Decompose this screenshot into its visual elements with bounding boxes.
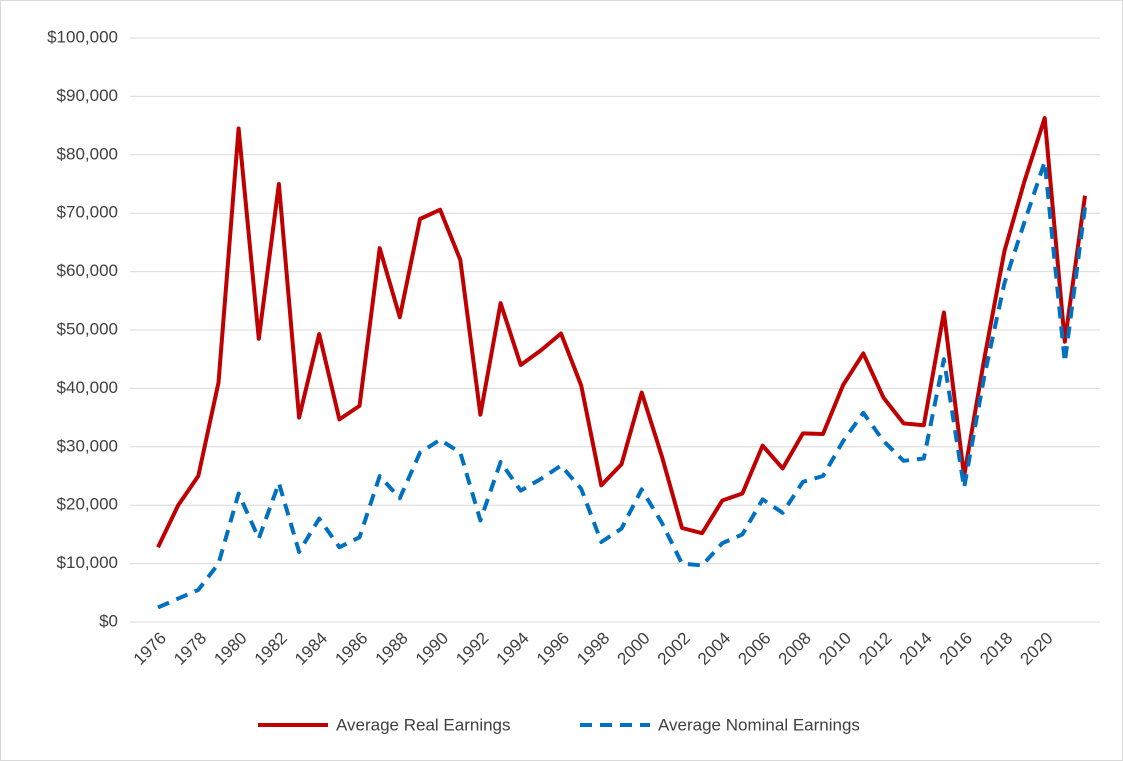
y-tick-label: $90,000 <box>57 86 118 105</box>
legend-label: Average Nominal Earnings <box>658 715 860 734</box>
legend-label: Average Real Earnings <box>336 715 511 734</box>
y-tick-label: $100,000 <box>47 27 118 46</box>
y-tick-label: $20,000 <box>57 495 118 514</box>
y-tick-label: $10,000 <box>57 553 118 572</box>
series-line <box>157 159 1087 610</box>
series-line <box>156 116 1087 549</box>
y-tick-label: $0 <box>99 611 118 630</box>
y-tick-label: $30,000 <box>57 436 118 455</box>
y-tick-label: $80,000 <box>57 144 118 163</box>
y-tick-label: $50,000 <box>57 319 118 338</box>
y-tick-label: $60,000 <box>57 261 118 280</box>
y-tick-label: $70,000 <box>57 203 118 222</box>
y-tick-label: $40,000 <box>57 378 118 397</box>
